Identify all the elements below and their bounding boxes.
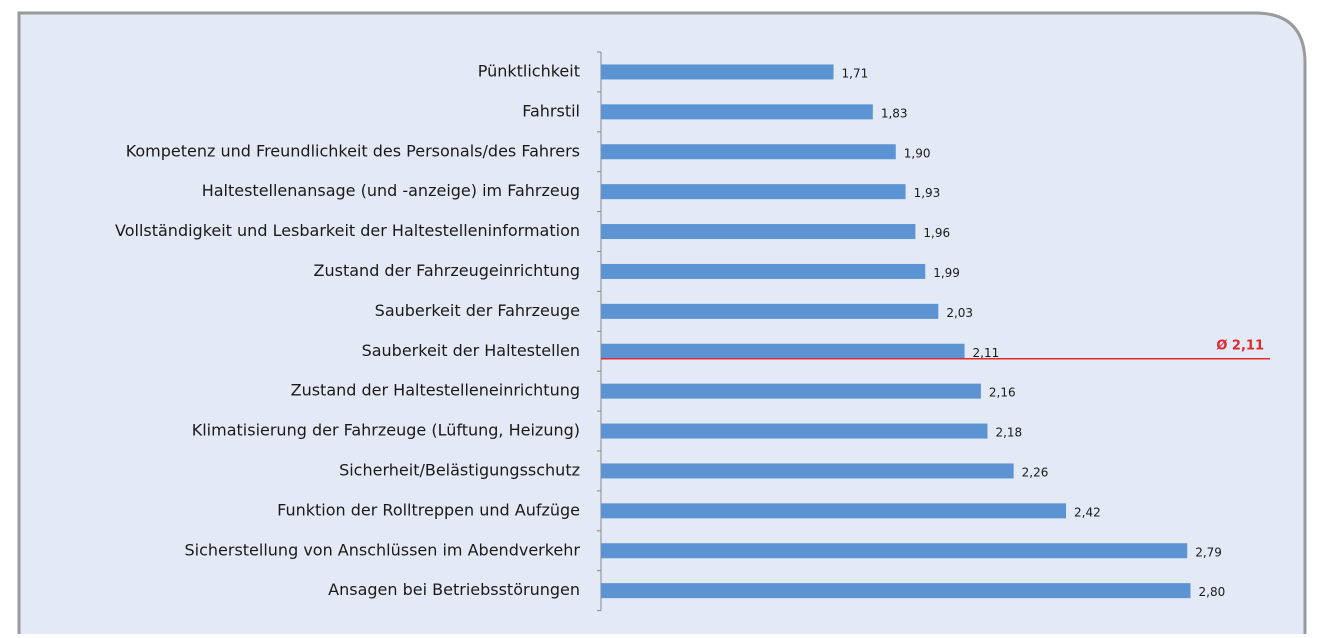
value-label: 1,71 [842, 66, 869, 80]
bar [601, 463, 1014, 479]
category-label: Zustand der Haltestelleneinrichtung [291, 381, 580, 400]
value-label: 2,79 [1195, 545, 1222, 559]
bar [601, 144, 896, 160]
category-label: Kompetenz und Freundlichkeit des Persona… [126, 141, 580, 160]
value-label: 1,96 [923, 226, 950, 240]
bar [601, 224, 916, 240]
category-label: Fahrstil [522, 101, 580, 120]
bar [601, 104, 873, 120]
category-label: Sicherheit/Belästigungsschutz [339, 460, 580, 479]
value-label: 2,42 [1074, 505, 1101, 519]
value-label: 2,16 [989, 386, 1016, 400]
bar [601, 383, 981, 399]
reference-label: Ø 2,11 [1216, 338, 1264, 353]
bar [601, 423, 988, 439]
value-label: 1,93 [914, 186, 941, 200]
bar [601, 343, 965, 359]
category-label: Zustand der Fahrzeugeinrichtung [314, 261, 580, 280]
value-label: 1,99 [933, 266, 960, 280]
panel [17, 11, 1307, 638]
bar [601, 64, 834, 80]
category-label: Klimatisierung der Fahrzeuge (Lüftung, H… [192, 421, 580, 440]
category-label: Pünktlichkeit [478, 61, 580, 80]
bar [601, 263, 926, 279]
category-label: Haltestellenansage (und -anzeige) im Fah… [202, 181, 580, 200]
value-label: 2,80 [1199, 585, 1226, 599]
category-label: Vollständigkeit und Lesbarkeit der Halte… [115, 221, 580, 240]
value-label: 2,11 [973, 346, 1000, 360]
bar [601, 184, 906, 200]
category-label: Sicherstellung von Anschlüssen im Abendv… [184, 540, 580, 559]
value-label: 2,26 [1022, 465, 1049, 479]
bar [601, 303, 939, 319]
bar [601, 583, 1191, 599]
value-label: 2,03 [946, 306, 973, 320]
value-label: 2,18 [995, 426, 1022, 440]
bar [601, 503, 1067, 519]
value-label: 1,83 [881, 106, 908, 120]
category-label: Sauberkeit der Haltestellen [362, 341, 580, 360]
category-label: Funktion der Rolltreppen und Aufzüge [277, 500, 580, 519]
category-label: Ansagen bei Betriebsstörungen [328, 580, 580, 599]
bar [601, 543, 1188, 559]
category-label: Sauberkeit der Fahrzeuge [375, 301, 580, 320]
value-label: 1,90 [904, 146, 931, 160]
